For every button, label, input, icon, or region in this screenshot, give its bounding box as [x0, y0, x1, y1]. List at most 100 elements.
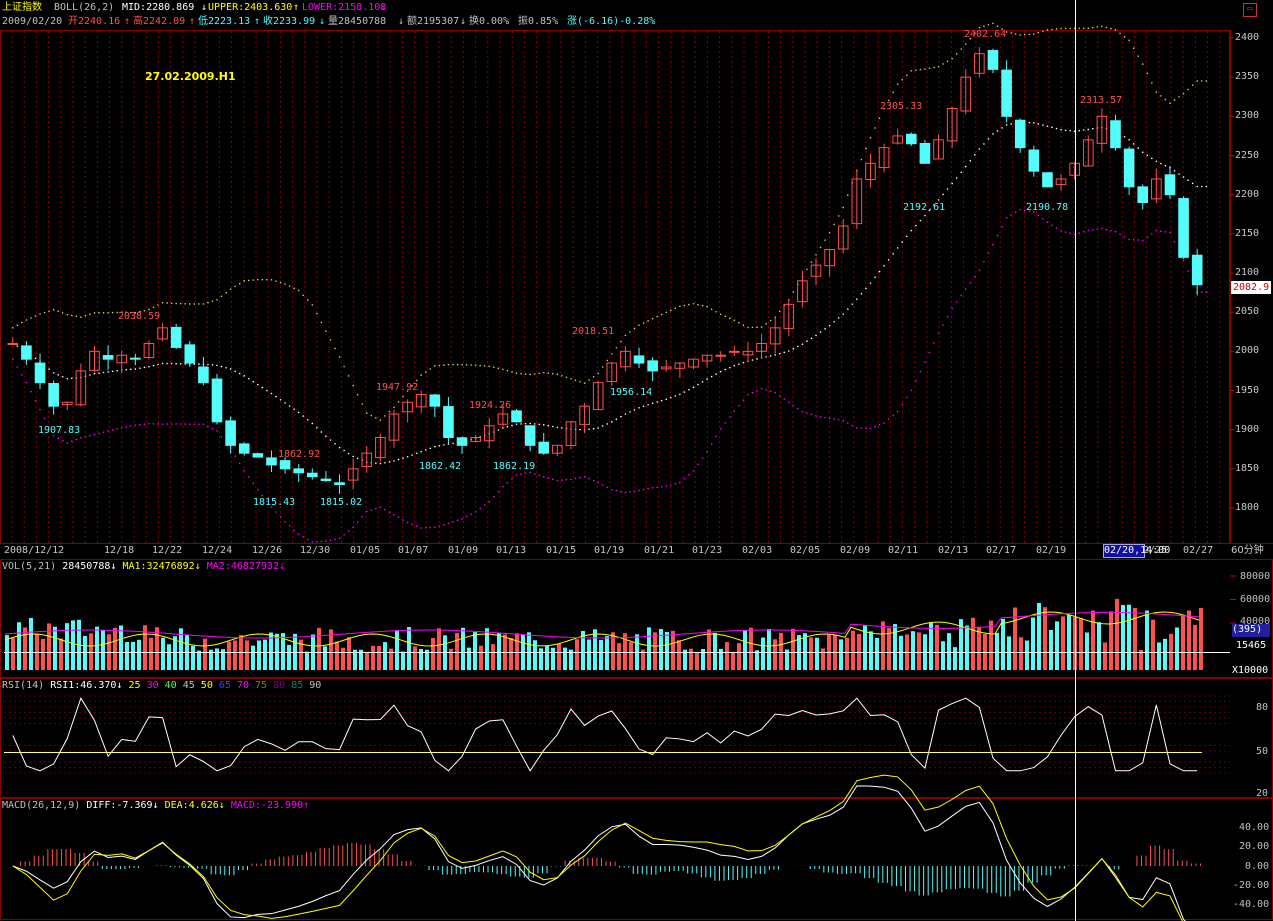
boll-upper-dot: [756, 326, 758, 329]
boll-lower-dot: [556, 479, 559, 482]
boll-lower-dot: [456, 519, 459, 522]
vol-bar-down: [593, 629, 597, 670]
vol-bar-down: [551, 647, 555, 670]
boll-upper-dot: [738, 321, 740, 324]
vol-bar-up: [695, 651, 699, 670]
vol-bar-down: [527, 632, 531, 670]
boll-upper-dot: [52, 308, 55, 311]
boll-mid-dot: [951, 182, 953, 185]
boll-lower-dot: [288, 525, 291, 527]
boll-upper-dot: [1141, 63, 1144, 65]
boll-upper-dot: [188, 303, 191, 305]
boll-upper-dot: [869, 136, 872, 139]
boll-upper-dot: [620, 340, 622, 343]
boll-mid-dot: [148, 365, 150, 368]
vol-bar-down: [281, 633, 285, 670]
boll-upper-dot: [824, 239, 826, 241]
boll-mid-dot: [329, 439, 332, 441]
boll-lower-dot: [701, 457, 704, 459]
vol-bar-up: [749, 627, 753, 670]
boll-lower-dot: [1046, 221, 1049, 224]
vol-bar-up: [509, 637, 513, 670]
boll-upper-dot: [107, 312, 109, 314]
boll-upper-dot: [452, 363, 454, 366]
boll-lower-dot: [411, 523, 413, 526]
boll-mid-dot: [511, 424, 513, 427]
period-label[interactable]: 60分钟: [1231, 545, 1264, 556]
boll-lower-dot: [1037, 214, 1040, 217]
boll-upper-dot: [316, 312, 318, 315]
boll-mid-dot: [928, 209, 931, 212]
vol-bar-down: [257, 640, 261, 670]
candle-down: [307, 472, 318, 478]
vol-tick-40000: 40000: [1240, 616, 1271, 627]
boll-lower-dot: [406, 521, 409, 524]
candle-up: [61, 401, 73, 406]
boll-upper-dot: [706, 305, 708, 308]
vol-bar-up: [725, 642, 729, 670]
vol-ma2: MA2:46827932: [206, 561, 280, 572]
boll-mid-dot: [533, 423, 536, 425]
boll-upper-dot: [1023, 33, 1026, 36]
candle-up: [620, 350, 631, 368]
vol-bar-down: [401, 651, 405, 670]
vol-bar-down: [293, 633, 297, 670]
vol-bar-down: [995, 632, 999, 670]
boll-mid-dot: [974, 154, 976, 156]
boll-upper-dot: [974, 32, 976, 34]
vol-bar-down: [929, 622, 933, 670]
vol-bar-down: [959, 619, 963, 670]
boll-lower-dot: [511, 478, 513, 480]
rsi-level-50: 50: [200, 680, 213, 691]
boll-mid-dot: [152, 364, 155, 367]
boll-mid-dot: [70, 377, 73, 380]
boll-upper-dot: [1064, 27, 1067, 30]
boll-upper-dot: [397, 401, 400, 403]
boll-lower-dot: [529, 471, 531, 474]
vol-bar-down: [1097, 622, 1101, 670]
bar-change: 涨(-6.16)-0.28%: [567, 16, 656, 27]
boll-lower-dot: [170, 423, 173, 425]
vol-bar-down: [665, 632, 669, 670]
macd-tick-minus40: -40.00: [1233, 899, 1270, 910]
boll-upper-dot: [415, 379, 418, 382]
vol-bar-up: [971, 617, 975, 670]
boll-mid-dot: [520, 423, 522, 425]
boll-upper-dot: [479, 364, 482, 367]
vol-bar-down: [419, 649, 423, 670]
vol-bar-up: [707, 629, 711, 670]
boll-upper-dot: [170, 302, 173, 305]
boll-upper-dot: [915, 69, 917, 72]
vol-bar-up: [1061, 616, 1065, 670]
boll-lower-dot: [629, 491, 631, 493]
boll-upper-dot: [388, 410, 391, 413]
candle-up: [483, 425, 495, 442]
boll-lower-dot: [706, 450, 708, 453]
maximize-icon[interactable]: ▭: [1243, 3, 1257, 17]
boll-upper-dot: [252, 279, 255, 281]
boll-upper-dot: [806, 268, 808, 271]
boll-mid-dot: [883, 265, 885, 267]
boll-lower-dot: [370, 509, 373, 511]
boll-upper-dot: [365, 412, 368, 415]
boll-lower-dot: [384, 508, 386, 511]
boll-upper-dot: [597, 372, 599, 375]
boll-lower-dot: [166, 423, 168, 425]
boll-mid-dot: [706, 378, 708, 380]
boll-lower-dot: [48, 426, 50, 429]
vol-bar-up: [1103, 642, 1107, 670]
boll-upper-dot: [570, 377, 572, 380]
boll-lower-dot: [778, 395, 781, 397]
vol-bar-up: [917, 632, 921, 670]
boll-lower-dot: [343, 533, 345, 536]
vol-bar-up: [233, 640, 237, 670]
boll-lower-dot: [769, 390, 772, 393]
boll-lower-dot: [257, 488, 259, 491]
vol-bar-up: [335, 641, 339, 670]
boll-lower-dot: [910, 389, 913, 392]
boll-lower-dot: [338, 537, 341, 539]
boll-mid-dot: [919, 219, 922, 222]
candle-up: [865, 162, 876, 181]
boll-mid-dot: [343, 449, 345, 452]
